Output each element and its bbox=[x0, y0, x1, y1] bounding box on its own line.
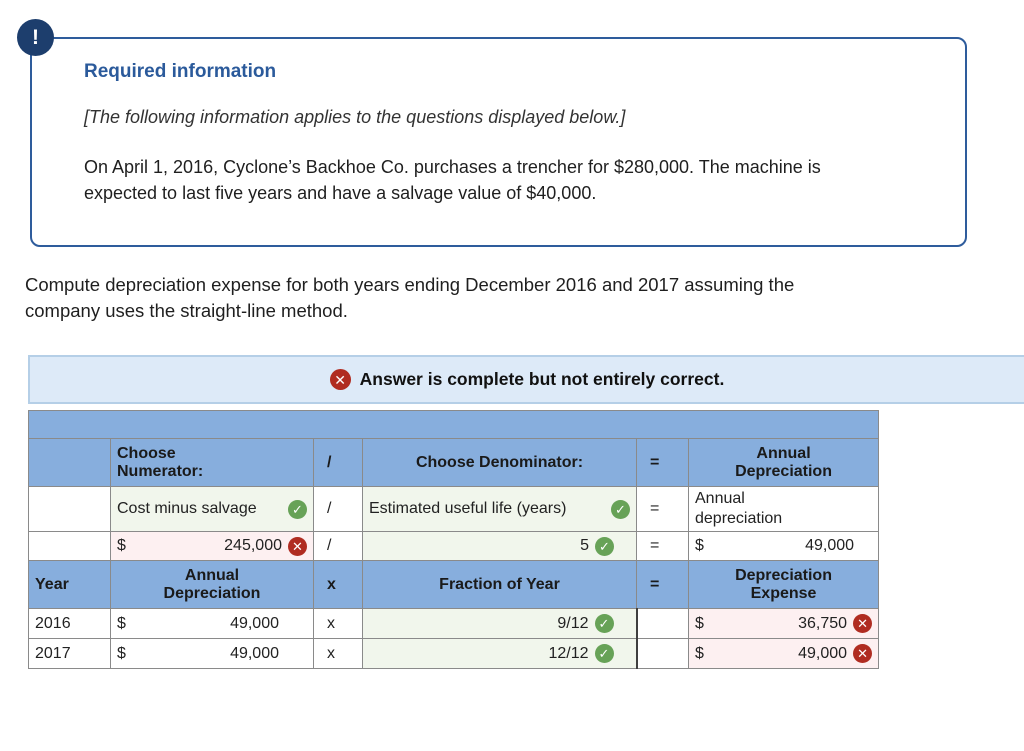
denominator-choice-value: Estimated useful life (years) bbox=[369, 500, 567, 517]
fraction-value: 12/12 bbox=[548, 644, 589, 662]
table-title-bar-cell bbox=[27, 410, 880, 439]
year-cell: 2017 bbox=[28, 638, 111, 669]
formula-values-row: $ 245,000 ✕ / 5 ✓ = $ 49,000 bbox=[28, 531, 880, 561]
currency-symbol: $ bbox=[695, 537, 704, 554]
table-title-bar bbox=[27, 410, 880, 439]
table-row-2017: 2017 $ 49,000 x 12/12 ✓ $ 49,000 ✕ bbox=[28, 638, 880, 669]
choose-numerator-label: Choose Numerator: bbox=[117, 444, 204, 480]
equals-cell: = bbox=[636, 486, 689, 532]
question-text: Compute depreciation expense for both ye… bbox=[25, 274, 795, 321]
year-header-row: Year Annual Depreciation x Fraction of Y… bbox=[28, 560, 880, 609]
expense-amount: 36,750 bbox=[798, 614, 848, 632]
expense-amount: 49,000 bbox=[798, 644, 848, 662]
depreciation-table: Choose Numerator: / Choose Denominator: … bbox=[27, 410, 880, 669]
empty-cell bbox=[635, 638, 689, 669]
annual-depreciation-header: Annual Depreciation bbox=[110, 560, 314, 609]
empty-cell bbox=[28, 486, 111, 532]
year-header: Year bbox=[28, 560, 111, 609]
multiply-cell: x bbox=[313, 608, 363, 639]
equals-cell: = bbox=[636, 531, 689, 561]
table-row-2016: 2016 $ 49,000 x 9/12 ✓ $ 36,750 ✕ bbox=[28, 608, 880, 639]
incorrect-icon: ✕ bbox=[288, 536, 307, 556]
denominator-amount: 5 bbox=[580, 537, 589, 554]
annual-amount-cell: $ 49,000 bbox=[110, 638, 314, 669]
fraction-cell[interactable]: 9/12 ✓ bbox=[362, 608, 637, 639]
formula-header-row: Choose Numerator: / Choose Denominator: … bbox=[28, 438, 880, 487]
annual-amount-cell: $ 49,000 bbox=[110, 608, 314, 639]
correct-icon: ✓ bbox=[288, 499, 307, 519]
panel-note: [The following information applies to th… bbox=[84, 107, 626, 127]
panel-title: Required information bbox=[84, 61, 277, 82]
result-label-cell: Annual depreciation bbox=[687, 486, 880, 532]
annual-result-amount: 49,000 bbox=[805, 537, 855, 554]
divide-header: / bbox=[313, 438, 363, 487]
incorrect-icon: ✕ bbox=[329, 369, 351, 390]
grading-message: Answer is complete but not entirely corr… bbox=[359, 369, 725, 389]
correct-icon: ✓ bbox=[595, 536, 614, 556]
required-information-panel: Required information [The following info… bbox=[30, 37, 967, 247]
annual-amount: 49,000 bbox=[230, 614, 279, 632]
correct-icon: ✓ bbox=[594, 614, 614, 633]
annual-depreciation-label: Annual Depreciation bbox=[163, 566, 261, 602]
multiply-header: x bbox=[313, 560, 363, 609]
empty-cell bbox=[28, 531, 111, 561]
denominator-choice-cell[interactable]: Estimated useful life (years) ✓ bbox=[362, 486, 637, 532]
expense-cell[interactable]: $ 36,750 ✕ bbox=[687, 608, 880, 639]
formula-choice-row: Cost minus salvage ✓ / Estimated useful … bbox=[28, 486, 880, 532]
currency-symbol: $ bbox=[117, 644, 126, 662]
divide-cell: / bbox=[313, 486, 363, 532]
multiply-cell: x bbox=[313, 638, 363, 669]
choose-numerator-header: Choose Numerator: bbox=[110, 438, 314, 487]
fraction-value: 9/12 bbox=[557, 614, 589, 632]
alert-icon: ! bbox=[17, 19, 54, 56]
annual-depreciation-label: Annual Depreciation bbox=[735, 444, 832, 480]
currency-symbol: $ bbox=[117, 614, 126, 632]
currency-symbol: $ bbox=[695, 614, 704, 632]
correct-icon: ✓ bbox=[611, 499, 630, 519]
annual-depreciation-header: Annual Depreciation bbox=[687, 438, 880, 487]
numerator-choice-cell[interactable]: Cost minus salvage ✓ bbox=[110, 486, 314, 532]
annual-amount: 49,000 bbox=[230, 644, 279, 662]
currency-symbol: $ bbox=[695, 644, 704, 662]
empty-cell bbox=[635, 608, 689, 639]
problem-statement: On April 1, 2016, Cyclone’s Backhoe Co. … bbox=[84, 157, 821, 203]
incorrect-icon: ✕ bbox=[853, 614, 873, 633]
incorrect-icon: ✕ bbox=[853, 644, 873, 663]
annual-result-cell: $ 49,000 bbox=[687, 531, 880, 561]
depreciation-expense-label: Depreciation Expense bbox=[735, 566, 832, 602]
expense-cell[interactable]: $ 49,000 ✕ bbox=[687, 638, 880, 669]
choose-denominator-header: Choose Denominator: bbox=[362, 438, 637, 487]
equals-header: = bbox=[636, 560, 689, 609]
correct-icon: ✓ bbox=[594, 644, 614, 663]
fraction-of-year-header: Fraction of Year bbox=[362, 560, 637, 609]
numerator-value-cell[interactable]: $ 245,000 ✕ bbox=[110, 531, 314, 561]
depreciation-expense-header: Depreciation Expense bbox=[687, 560, 880, 609]
divide-cell: / bbox=[313, 531, 363, 561]
numerator-choice-value: Cost minus salvage bbox=[117, 500, 257, 517]
currency-symbol: $ bbox=[117, 537, 126, 554]
numerator-amount: 245,000 bbox=[224, 537, 282, 554]
empty-header-cell bbox=[28, 438, 111, 487]
result-label: Annual depreciation bbox=[695, 490, 783, 527]
denominator-value-cell[interactable]: 5 ✓ bbox=[362, 531, 637, 561]
grading-banner: ✕ Answer is complete but not entirely co… bbox=[28, 355, 1024, 404]
equals-header: = bbox=[636, 438, 689, 487]
fraction-cell[interactable]: 12/12 ✓ bbox=[362, 638, 637, 669]
year-cell: 2016 bbox=[28, 608, 111, 639]
